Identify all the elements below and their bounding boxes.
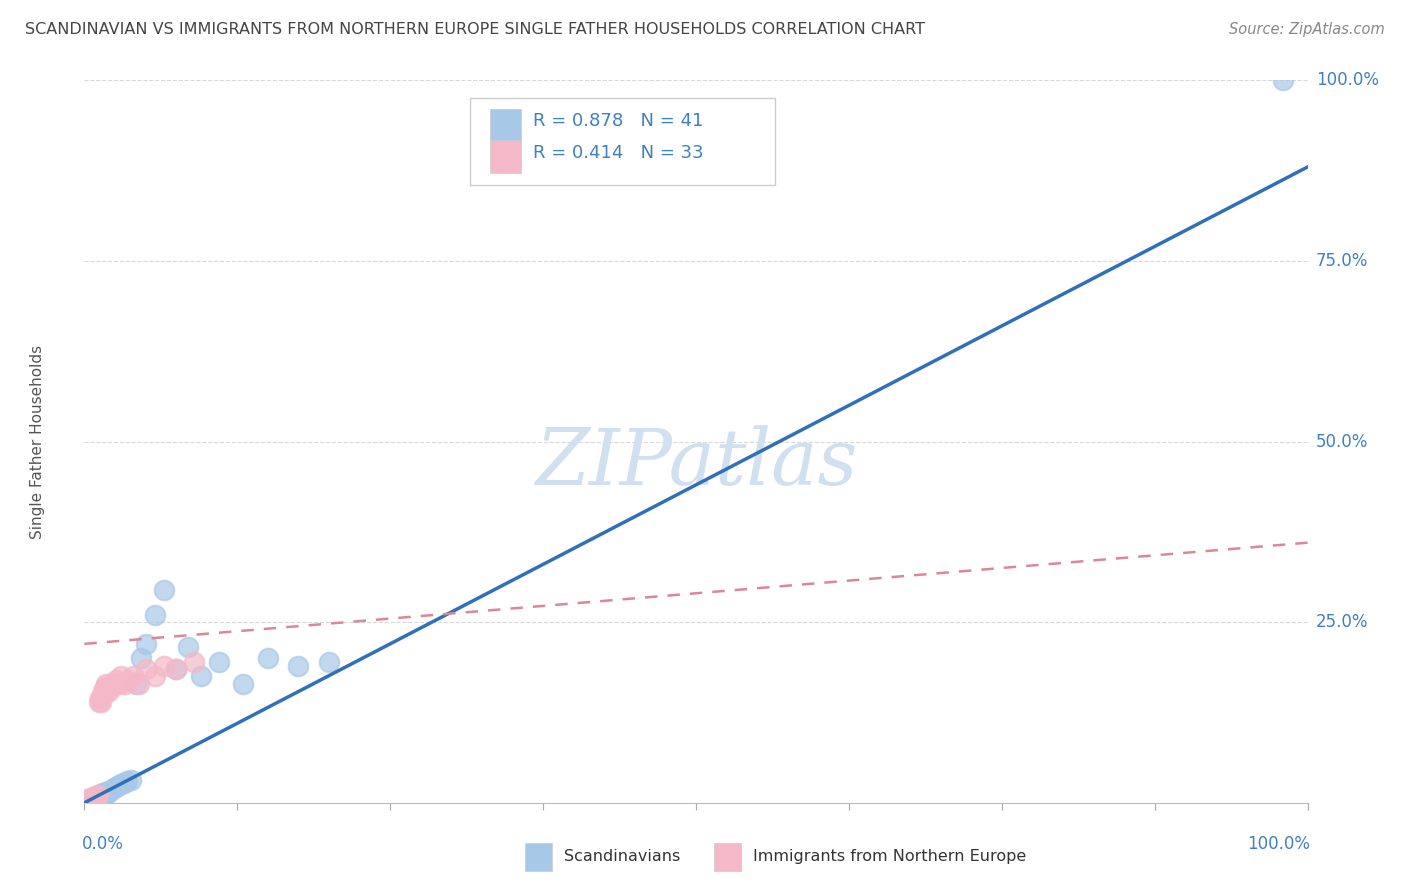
Point xyxy=(77,793,100,807)
Text: Scandinavians: Scandinavians xyxy=(564,849,681,864)
Point xyxy=(79,791,101,805)
Point xyxy=(89,789,111,803)
Point xyxy=(208,655,231,669)
Point xyxy=(129,651,152,665)
Point xyxy=(84,790,107,805)
Point xyxy=(115,774,138,789)
Text: 75.0%: 75.0% xyxy=(1316,252,1368,270)
Text: 100.0%: 100.0% xyxy=(1247,835,1310,854)
Point xyxy=(165,662,187,676)
Point xyxy=(122,669,145,683)
Point xyxy=(97,784,120,798)
FancyBboxPatch shape xyxy=(714,843,741,871)
Point xyxy=(120,772,142,787)
Point xyxy=(232,676,254,690)
Point xyxy=(87,788,110,802)
Point xyxy=(114,676,136,690)
Point xyxy=(87,788,110,802)
Point xyxy=(96,785,118,799)
Point xyxy=(1272,73,1295,87)
Point xyxy=(105,780,128,794)
Point xyxy=(86,789,108,803)
Text: R = 0.414   N = 33: R = 0.414 N = 33 xyxy=(533,144,704,161)
Point xyxy=(97,786,120,800)
Point xyxy=(77,794,100,808)
Text: Source: ZipAtlas.com: Source: ZipAtlas.com xyxy=(1229,22,1385,37)
Point xyxy=(84,789,107,804)
Point xyxy=(117,673,139,687)
Point xyxy=(83,791,105,805)
Point xyxy=(90,787,112,801)
Text: Single Father Households: Single Father Households xyxy=(31,344,45,539)
Point xyxy=(103,676,125,690)
Point xyxy=(80,792,103,806)
Point xyxy=(287,658,309,673)
Text: SCANDINAVIAN VS IMMIGRANTS FROM NORTHERN EUROPE SINGLE FATHER HOUSEHOLDS CORRELA: SCANDINAVIAN VS IMMIGRANTS FROM NORTHERN… xyxy=(25,22,925,37)
Point xyxy=(91,786,114,800)
FancyBboxPatch shape xyxy=(524,843,551,871)
Point xyxy=(97,683,120,698)
Point xyxy=(82,790,104,805)
Point xyxy=(82,790,104,805)
Point xyxy=(93,787,115,801)
Point xyxy=(83,790,105,805)
Point xyxy=(110,669,132,683)
Point xyxy=(107,676,129,690)
Point xyxy=(96,676,118,690)
Point xyxy=(177,640,200,655)
Point xyxy=(87,695,110,709)
Point xyxy=(77,794,100,808)
Text: 0.0%: 0.0% xyxy=(82,835,124,854)
Point xyxy=(135,662,157,676)
Point xyxy=(87,789,110,803)
Point xyxy=(128,676,150,690)
Text: R = 0.878   N = 41: R = 0.878 N = 41 xyxy=(533,112,703,130)
Point xyxy=(76,794,98,808)
Point xyxy=(80,791,103,805)
Text: Immigrants from Northern Europe: Immigrants from Northern Europe xyxy=(754,849,1026,864)
Point xyxy=(79,792,101,806)
Point xyxy=(89,691,111,706)
Point xyxy=(190,669,212,683)
Point xyxy=(135,637,157,651)
Point xyxy=(257,651,280,665)
Point xyxy=(183,655,205,669)
Point xyxy=(112,775,135,789)
FancyBboxPatch shape xyxy=(470,98,776,185)
FancyBboxPatch shape xyxy=(491,140,522,173)
Point xyxy=(107,779,129,793)
Point xyxy=(77,793,100,807)
Point xyxy=(143,669,166,683)
Point xyxy=(110,777,132,791)
Point xyxy=(143,607,166,622)
Point xyxy=(94,786,117,800)
Point xyxy=(103,781,125,796)
Point xyxy=(153,582,176,597)
Point xyxy=(105,673,128,687)
Text: 50.0%: 50.0% xyxy=(1316,433,1368,450)
Point xyxy=(94,680,117,694)
Point xyxy=(125,676,148,690)
FancyBboxPatch shape xyxy=(491,109,522,142)
Point xyxy=(100,782,122,797)
Point xyxy=(100,680,122,694)
Point xyxy=(91,683,114,698)
Point xyxy=(86,789,108,804)
Text: 100.0%: 100.0% xyxy=(1316,71,1379,89)
Point xyxy=(165,662,187,676)
Point xyxy=(90,695,112,709)
Point xyxy=(318,655,340,669)
Point xyxy=(97,680,120,694)
Text: ZIPatlas: ZIPatlas xyxy=(534,425,858,501)
Point xyxy=(76,794,98,808)
Text: 25.0%: 25.0% xyxy=(1316,613,1368,632)
Point xyxy=(93,687,115,701)
Point xyxy=(153,658,176,673)
